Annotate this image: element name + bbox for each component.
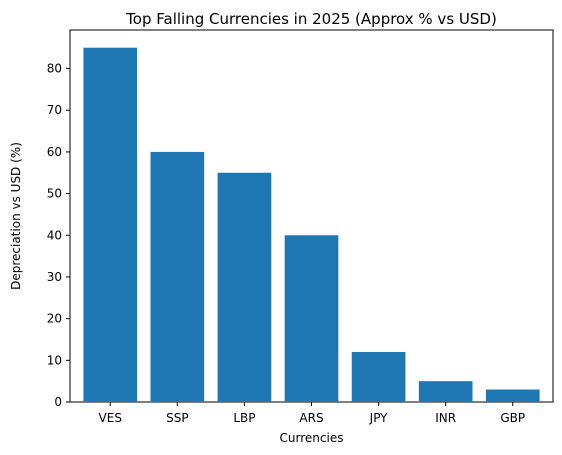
x-tick-label-lbp: LBP xyxy=(233,411,255,425)
bar-inr xyxy=(418,381,473,402)
bar-ars xyxy=(284,235,339,402)
bars-group xyxy=(83,47,540,403)
y-tick-label-50: 50 xyxy=(47,187,62,201)
y-axis-label: Depreciation vs USD (%) xyxy=(9,142,23,290)
plot-area: VES SSP LBP ARS JPY INR GBP 0 10 20 30 40 50 60 70 80 xyxy=(47,29,554,425)
y-tick-label-20: 20 xyxy=(47,312,62,326)
bar-jpy xyxy=(351,351,406,402)
bar-ssp xyxy=(150,151,205,402)
y-tick-label-60: 60 xyxy=(47,145,62,159)
x-axis-label: Currencies xyxy=(280,431,344,445)
bar-lbp xyxy=(217,172,272,402)
y-tick-label-30: 30 xyxy=(47,270,62,284)
y-tick-label-40: 40 xyxy=(47,228,62,242)
x-tick-label-jpy: JPY xyxy=(369,411,389,425)
y-axis-ticks: 0 10 20 30 40 50 60 70 80 xyxy=(47,62,70,409)
x-tick-label-inr: INR xyxy=(435,411,456,425)
y-tick-label-80: 80 xyxy=(47,62,62,76)
x-tick-label-ars: ARS xyxy=(299,411,323,425)
x-axis-ticks: VES SSP LBP ARS JPY INR GBP xyxy=(99,402,525,425)
x-tick-label-ssp: SSP xyxy=(166,411,188,425)
y-tick-label-10: 10 xyxy=(47,353,62,367)
x-tick-label-ves: VES xyxy=(99,411,122,425)
bar-gbp xyxy=(485,389,540,402)
y-tick-label-70: 70 xyxy=(47,103,62,117)
y-tick-label-0: 0 xyxy=(54,395,62,409)
bar-ves xyxy=(83,47,138,403)
chart-title: Top Falling Currencies in 2025 (Approx %… xyxy=(125,10,497,28)
x-tick-label-gbp: GBP xyxy=(500,411,525,425)
